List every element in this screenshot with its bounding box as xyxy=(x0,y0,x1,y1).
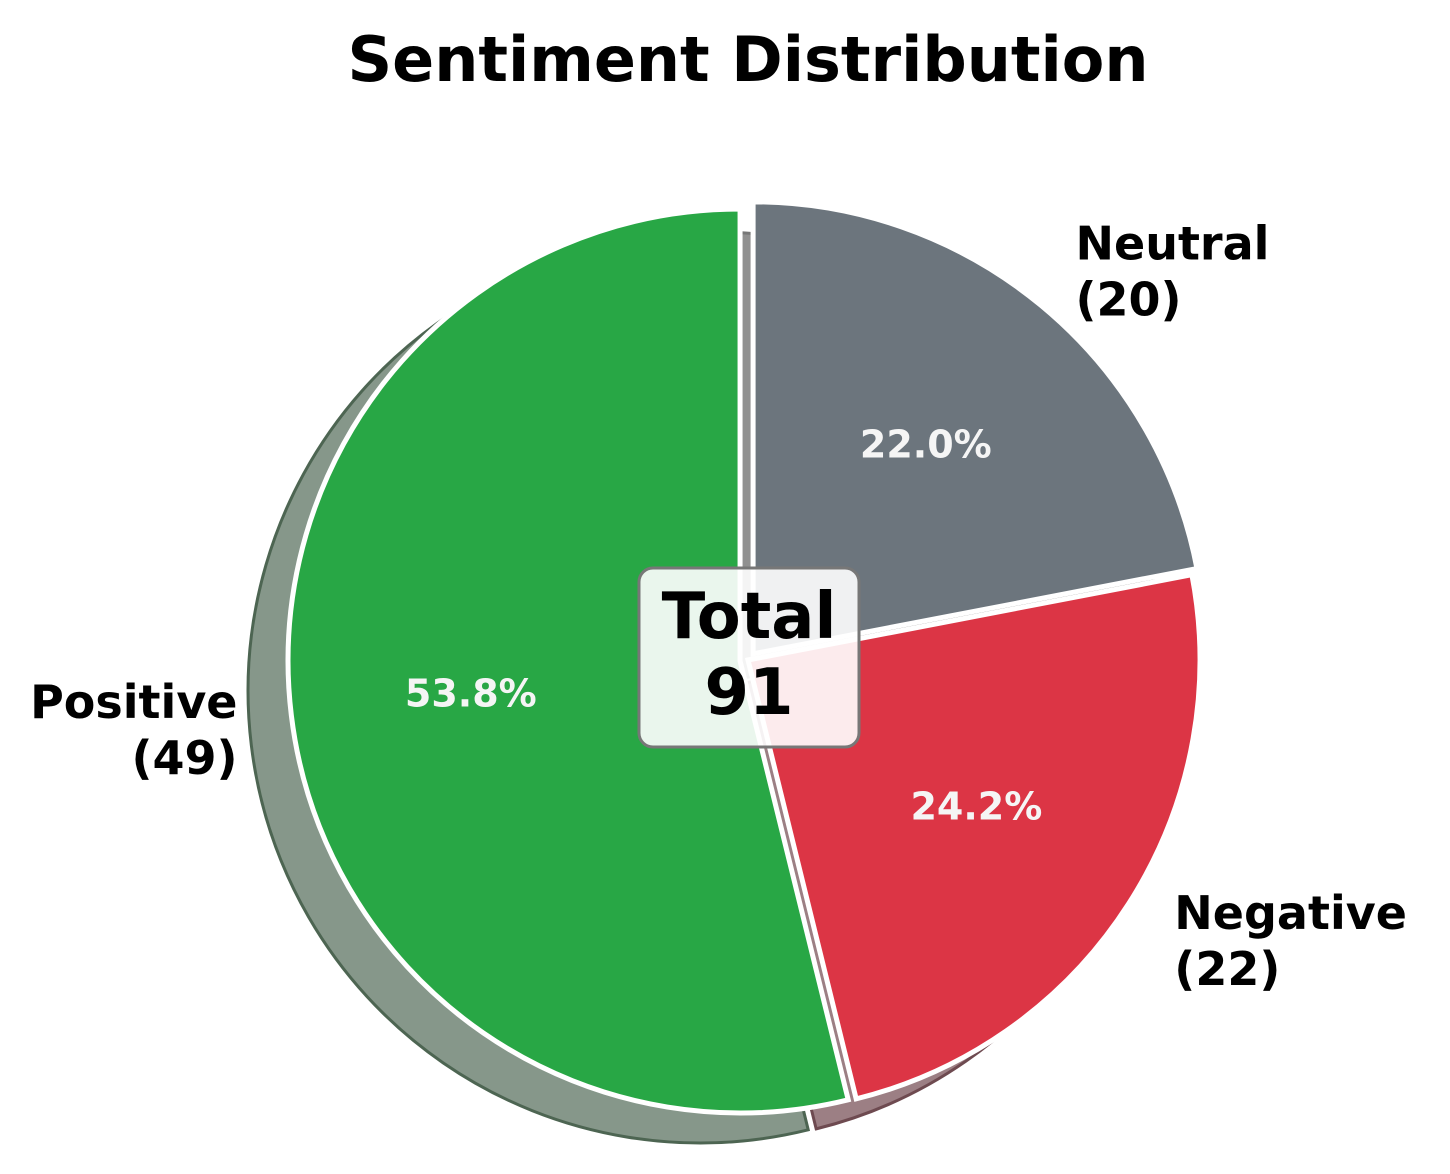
slice-labels: Neutral(20) Negative(22) Positive(49) xyxy=(30,217,1407,996)
chart-title: Sentiment Distribution xyxy=(348,23,1149,96)
pie-slices xyxy=(285,199,1203,1116)
slice-negative xyxy=(744,571,1203,1102)
slice-name-negative: Negative xyxy=(1174,886,1407,940)
total-box: Total 91 xyxy=(637,566,861,749)
slice-positive xyxy=(285,206,852,1116)
slice-neutral xyxy=(750,199,1200,657)
slice-name-neutral: Neutral xyxy=(1076,217,1270,271)
percent-labels: 22.0% 24.2% 53.8% xyxy=(405,423,1042,829)
percent-label-positive: 53.8% xyxy=(405,672,537,716)
percent-label-negative: 24.2% xyxy=(910,784,1042,828)
slice-count-negative: (22) xyxy=(1174,942,1280,996)
total-label: Total xyxy=(662,580,837,654)
total-value: 91 xyxy=(704,656,793,730)
slice-count-neutral: (20) xyxy=(1076,273,1182,327)
slice-name-positive: Positive xyxy=(30,675,237,729)
percent-label-neutral: 22.0% xyxy=(860,423,992,467)
slice-count-positive: (49) xyxy=(131,731,237,785)
